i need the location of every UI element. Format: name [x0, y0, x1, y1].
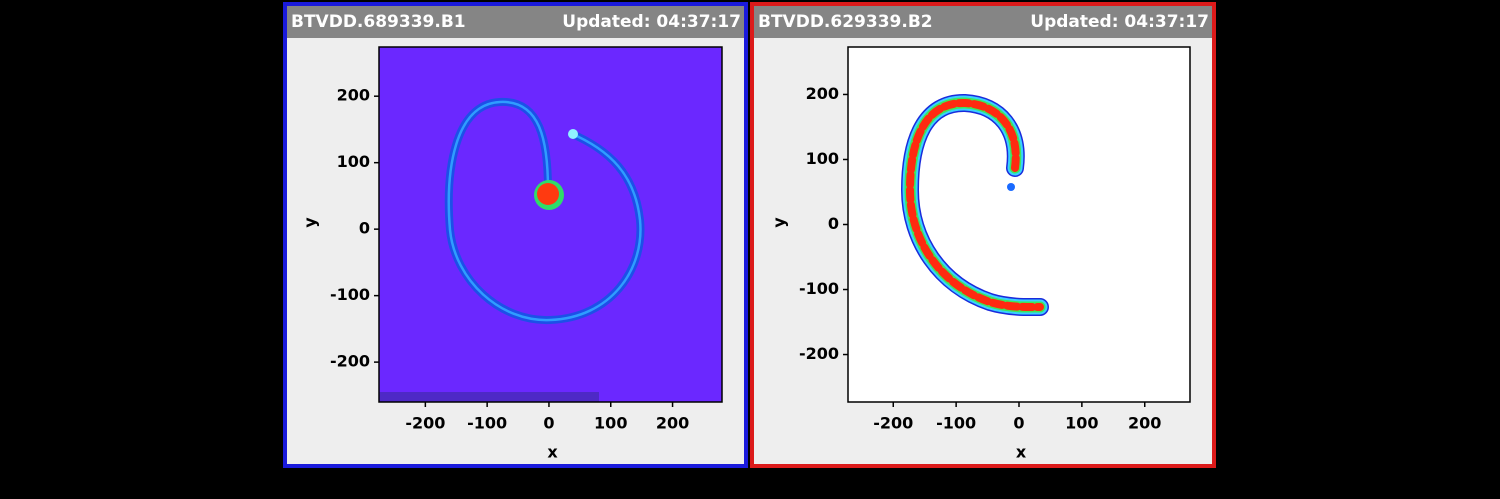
y-axis-label: y — [301, 217, 320, 228]
x-tick-label: 0 — [543, 414, 554, 433]
x-tick-label: -100 — [936, 414, 976, 433]
x-tick-label: -200 — [405, 414, 445, 433]
panel-title: BTVDD.689339.B1 — [291, 12, 466, 32]
plot-border — [378, 46, 723, 403]
y-tick-label: -200 — [330, 352, 370, 371]
y-tick-label: -100 — [799, 279, 839, 298]
panel-title: BTVDD.629339.B2 — [758, 12, 933, 32]
y-tick-label: 200 — [806, 84, 839, 103]
y-tick-label: 0 — [828, 214, 839, 233]
y-tick-label: 100 — [337, 152, 370, 171]
x-tick-label: 200 — [1128, 414, 1161, 433]
x-tick-label: 200 — [656, 414, 689, 433]
panel — [750, 2, 1216, 468]
update-time: Updated: 04:37:17 — [562, 12, 741, 32]
x-axis-label: x — [1016, 443, 1027, 462]
y-tick-label: 0 — [359, 219, 370, 238]
update-time: Updated: 04:37:17 — [1030, 12, 1209, 32]
beam-image — [848, 47, 1190, 402]
x-tick-label: -100 — [467, 414, 507, 433]
x-tick-label: 100 — [1065, 414, 1098, 433]
y-tick-label: -100 — [330, 285, 370, 304]
x-axis-label: x — [547, 443, 558, 462]
x-tick-label: 100 — [594, 414, 627, 433]
title-bar — [754, 6, 1212, 38]
y-tick-label: 100 — [806, 149, 839, 168]
x-tick-label: -200 — [873, 414, 913, 433]
x-tick-label: 0 — [1013, 414, 1024, 433]
y-axis-label: y — [770, 217, 789, 228]
panel — [283, 2, 748, 468]
y-tick-label: 200 — [337, 86, 370, 105]
title-bar — [287, 6, 744, 38]
y-tick-label: -200 — [799, 344, 839, 363]
beam-image — [379, 47, 722, 402]
